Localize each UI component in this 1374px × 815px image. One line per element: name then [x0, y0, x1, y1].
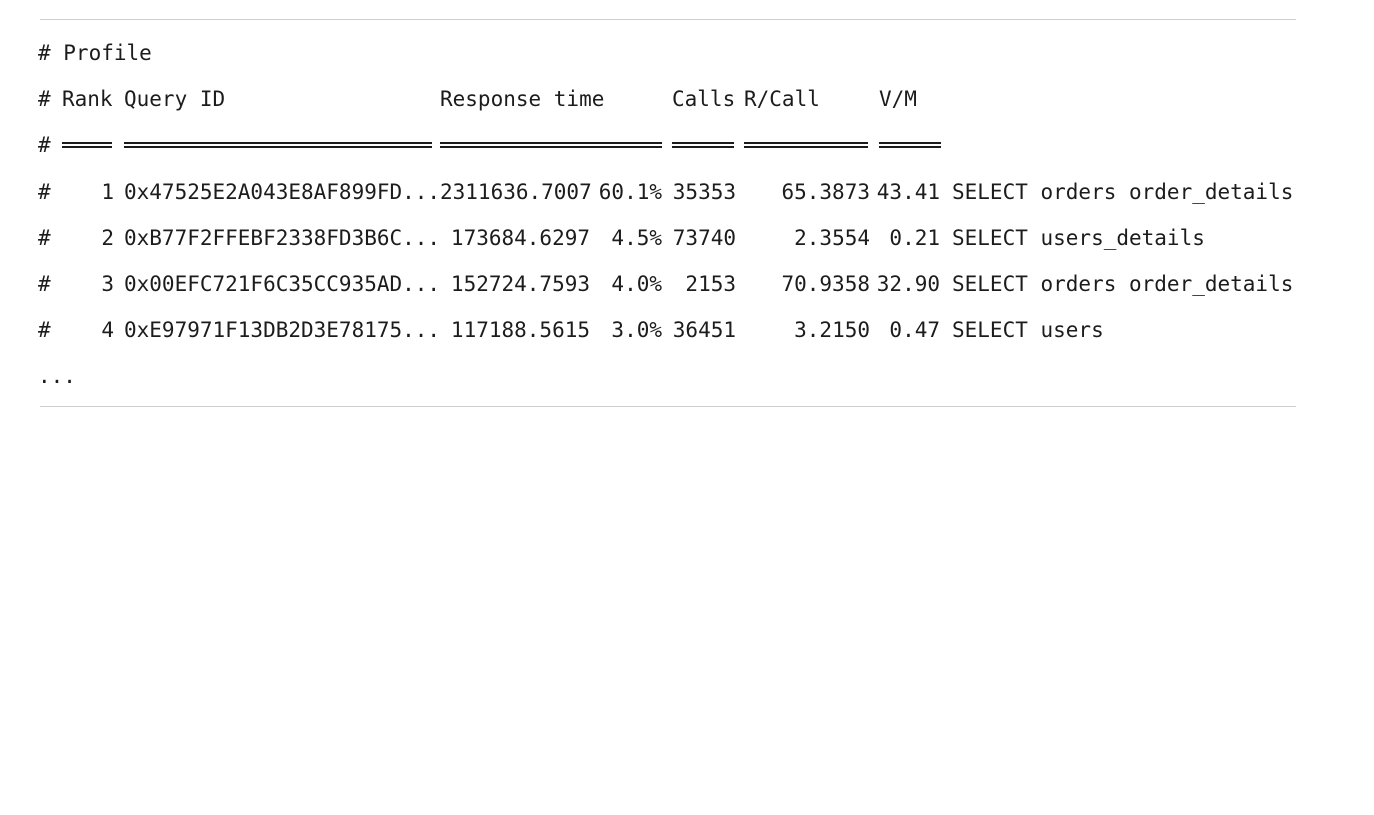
header-r-call: R/Call [744, 87, 820, 112]
row-r-call: 70.9358 [781, 271, 870, 296]
bottom-divider [40, 406, 1296, 407]
row-item: SELECT users [952, 318, 1104, 343]
row-item: SELECT orders order_details [952, 179, 1294, 204]
row-calls: 36451 [672, 318, 736, 343]
table-row: # 3 0x00EFC721F6C35CC935AD... 152724.759… [38, 261, 1328, 307]
row-calls: 35353 [672, 179, 736, 204]
row-query-id: 0xB77F2FFEBF2338FD3B6C... [124, 225, 441, 250]
row-r-call: 3.2150 [794, 318, 870, 343]
row-hash: # [38, 318, 51, 343]
vm-separator [879, 142, 941, 149]
r-call-separator [744, 142, 868, 149]
row-rank: 4 [101, 318, 114, 343]
separator-hash: # [38, 133, 51, 158]
row-item: SELECT users_details [952, 225, 1205, 250]
calls-separator [672, 142, 734, 149]
row-calls: 73740 [672, 225, 736, 250]
row-r-call: 2.3554 [794, 225, 870, 250]
row-vm: 0.47 [889, 318, 940, 343]
row-vm: 0.21 [889, 225, 940, 250]
header-calls: Calls [672, 87, 736, 112]
profile-heading-text: # Profile [38, 41, 152, 65]
row-response-time: 152724.7593 [450, 271, 590, 296]
row-response-time: 173684.6297 [450, 225, 590, 250]
row-query-id: 0xE97971F13DB2D3E78175... [124, 318, 441, 343]
query-id-separator [124, 142, 432, 149]
table-row: # 2 0xB77F2FFEBF2338FD3B6C... 173684.629… [38, 215, 1328, 261]
header-hash: # [38, 87, 51, 112]
row-percent: 60.1% [598, 179, 662, 204]
row-rank: 1 [101, 179, 114, 204]
row-percent: 4.0% [611, 271, 662, 296]
table-row: # 1 0x47525E2A043E8AF899FD... 2311636.70… [38, 169, 1328, 215]
profile-heading: # Profile [38, 30, 1328, 76]
row-item: SELECT orders order_details [952, 271, 1294, 296]
response-time-separator [440, 142, 662, 149]
row-percent: 3.0% [611, 318, 662, 343]
row-calls: 2153 [685, 271, 736, 296]
row-rank: 3 [101, 271, 114, 296]
column-header-row: # Rank Query ID Response time Calls R/Ca… [38, 76, 1328, 122]
row-vm: 43.41 [876, 179, 940, 204]
separator-row: # [38, 122, 1328, 168]
row-response-time: 117188.5615 [450, 318, 590, 343]
row-query-id: 0x00EFC721F6C35CC935AD... [124, 271, 441, 296]
row-vm: 32.90 [876, 271, 940, 296]
ellipsis-row: ... [38, 353, 1328, 399]
row-percent: 4.5% [611, 225, 662, 250]
ellipsis-text: ... [38, 364, 76, 389]
header-response-time: Response time [440, 87, 605, 112]
table-row: # 4 0xE97971F13DB2D3E78175... 117188.561… [38, 307, 1328, 353]
row-rank: 2 [101, 225, 114, 250]
profile-report: # Profile # Rank Query ID Response time … [38, 30, 1328, 400]
header-vm: V/M [879, 87, 917, 112]
row-query-id: 0x47525E2A043E8AF899FD... [124, 179, 441, 204]
header-rank: Rank [62, 87, 113, 112]
row-r-call: 65.3873 [781, 179, 870, 204]
row-response-time: 2311636.7007 [440, 179, 592, 204]
top-divider [40, 19, 1296, 20]
row-hash: # [38, 225, 51, 250]
header-query-id: Query ID [124, 87, 226, 112]
rank-separator [62, 142, 112, 149]
row-hash: # [38, 179, 51, 204]
row-hash: # [38, 271, 51, 296]
